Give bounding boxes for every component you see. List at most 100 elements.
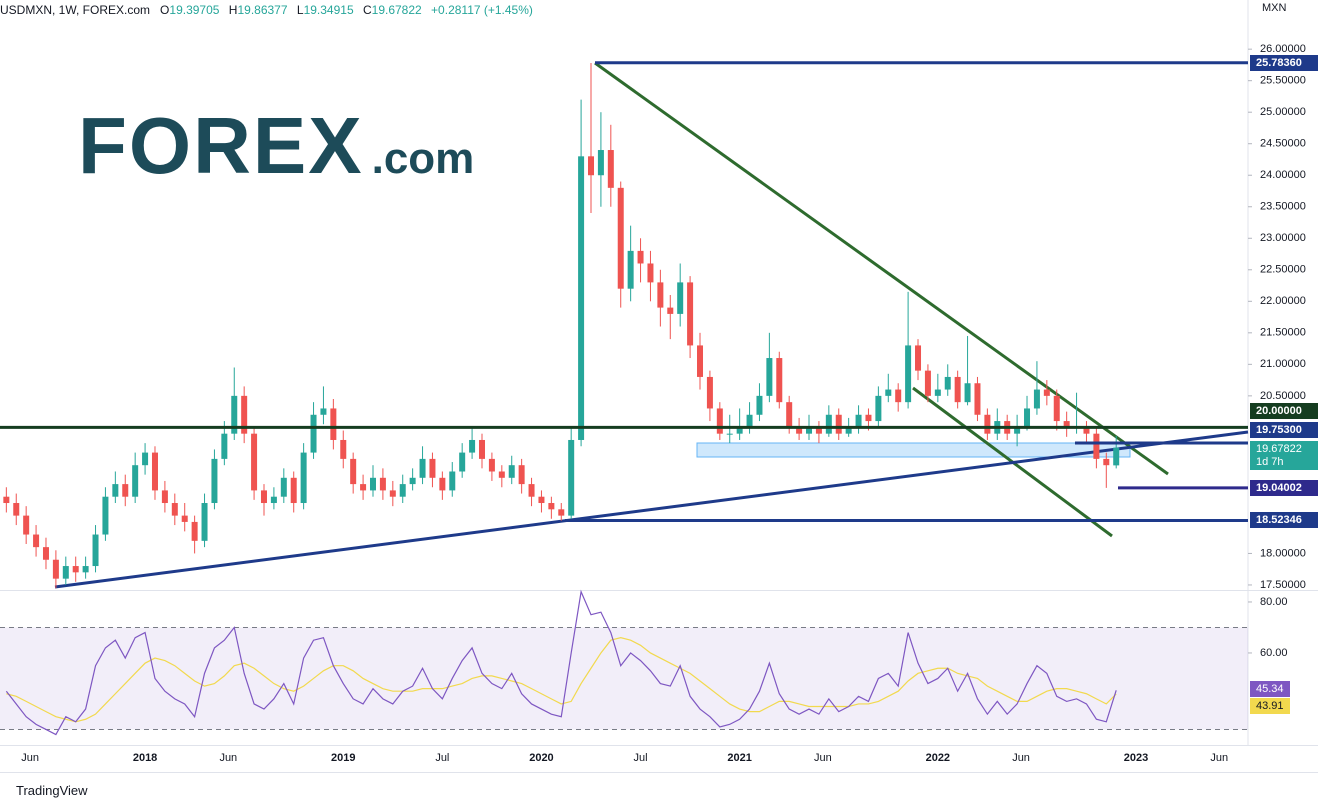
candle-body (1063, 421, 1070, 428)
y-tick-label: 23.50000 (1260, 201, 1306, 213)
y-tick-label: 21.00000 (1260, 358, 1306, 370)
candle-body (280, 477, 287, 497)
last-price-bg (1250, 441, 1318, 470)
candle-body (300, 452, 307, 504)
candle-body (82, 566, 89, 573)
candle-body (726, 433, 733, 435)
candle-body (33, 534, 40, 548)
x-tick-label: 2019 (331, 752, 355, 764)
y-tick-label: 26.00000 (1260, 43, 1306, 55)
y-tick-label: 24.00000 (1260, 169, 1306, 181)
candle-body (1093, 433, 1100, 459)
candle-body (340, 439, 347, 459)
candle-body (221, 433, 228, 459)
x-tick-label: Jun (21, 752, 39, 764)
level-label: 19.75300 (1256, 424, 1302, 436)
x-tick-label: 2020 (529, 752, 553, 764)
candle-body (201, 503, 208, 541)
candle-body (915, 345, 922, 371)
candle-body (379, 477, 386, 491)
candle-body (538, 496, 545, 504)
rsi-band (0, 627, 1248, 730)
candle-body (845, 427, 852, 434)
drawings (54, 61, 1249, 589)
candle-body (687, 282, 694, 346)
last-price-label: 19.67822 (1256, 443, 1302, 455)
candles (3, 63, 1120, 589)
trendline (594, 61, 1169, 476)
candle-body (518, 465, 525, 485)
candle-body (528, 484, 535, 497)
rsi-line (5, 589, 1117, 736)
ohlc-letter: L (296, 3, 304, 17)
countdown: 1d 7h (1256, 456, 1284, 468)
candle-body (806, 427, 813, 434)
candle-body (488, 458, 495, 472)
footer[interactable]: TradingView (0, 772, 1318, 801)
candle-body (142, 452, 149, 466)
candle-body (290, 477, 297, 504)
candle-body (924, 370, 931, 396)
candle-body (627, 250, 634, 289)
candle-body (766, 358, 773, 396)
candle-body (310, 414, 317, 453)
level-label-bg (1250, 55, 1318, 71)
candle-body (974, 383, 981, 415)
candle-body (508, 465, 515, 478)
y-tick-label: 20.50000 (1260, 390, 1306, 402)
candle-body (3, 496, 10, 504)
candle-body (984, 414, 991, 434)
level-label-bg (1250, 512, 1318, 528)
price-axis-bg (1248, 0, 1318, 772)
x-tick-label: Jun (1012, 752, 1030, 764)
level-label: 25.78360 (1256, 57, 1302, 69)
logo-name: FOREX (78, 101, 364, 190)
x-tick-label: Jun (814, 752, 832, 764)
symbol: USDMXN, 1W, FOREX.com (0, 3, 151, 17)
candle-body (72, 566, 79, 573)
candle-body (934, 389, 941, 396)
logo-suffix: .com (371, 134, 475, 183)
candle-body (350, 458, 357, 485)
candle-body (498, 471, 505, 478)
ohlc-value: 19.86377 (237, 3, 288, 17)
y-tick-label: 25.50000 (1260, 75, 1306, 87)
candle-body (330, 408, 337, 440)
candle-body (92, 534, 99, 567)
candle-body (597, 150, 604, 176)
candle-body (815, 427, 822, 434)
candle-body (1043, 389, 1050, 396)
y-tick-label: 60.00 (1260, 647, 1288, 659)
candle-body (112, 484, 119, 497)
candle-body (429, 458, 436, 478)
candle-body (667, 307, 674, 314)
x-tick-label: Jun (219, 752, 237, 764)
candle-body (191, 521, 198, 541)
y-tick-label: 23.00000 (1260, 232, 1306, 244)
candle-body (52, 559, 59, 579)
candle-body (1014, 427, 1021, 434)
candle-body (776, 358, 783, 403)
candle-body (181, 515, 188, 522)
candle-body (855, 414, 862, 428)
footer-brand[interactable]: TradingView (16, 783, 88, 798)
candle-body (786, 402, 793, 428)
unit-label: MXN (1262, 2, 1287, 14)
level-label: 18.52346 (1256, 514, 1302, 526)
y-tick-label: 21.50000 (1260, 327, 1306, 339)
chart: MXN Jun 2018 Jun 2019 Jul 2020 Jul 2021 Jun 2022 J… (0, 0, 1318, 772)
ohlc-value: 19.39705 (169, 3, 220, 17)
candle-body (161, 490, 168, 504)
ohlc-letter: O (160, 3, 170, 17)
candle-body (42, 547, 49, 560)
candle-body (716, 408, 723, 434)
candle-body (1024, 408, 1031, 428)
candle-body (132, 465, 139, 497)
y-tick-label: 22.50000 (1260, 264, 1306, 276)
logo: FOREX .com (78, 100, 474, 192)
candle-body (677, 282, 684, 314)
candle-body (469, 439, 476, 453)
candle-body (369, 477, 376, 491)
trendline (54, 430, 1249, 589)
